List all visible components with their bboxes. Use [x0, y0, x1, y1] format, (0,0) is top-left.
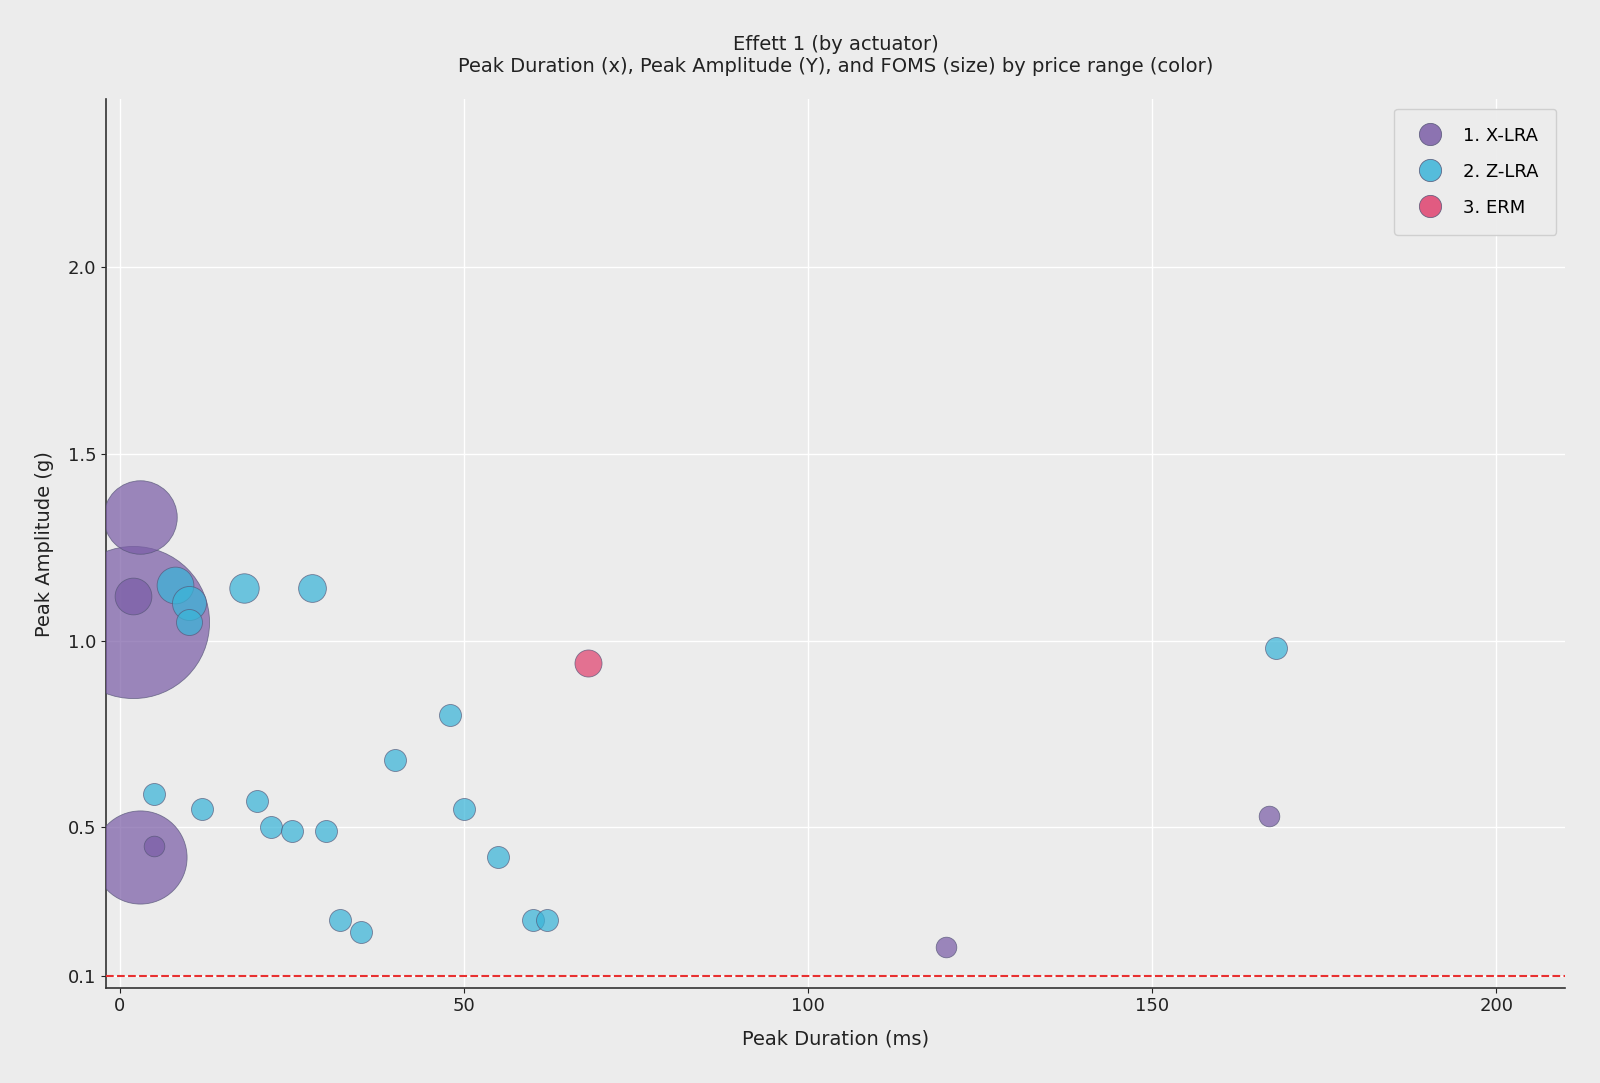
X-axis label: Peak Duration (ms): Peak Duration (ms) — [742, 1029, 930, 1048]
Point — [382, 752, 408, 769]
Point — [245, 793, 270, 810]
Point — [141, 785, 166, 803]
Point — [451, 800, 477, 818]
Point — [328, 912, 354, 929]
Point — [520, 912, 546, 929]
Title: Effett 1 (by actuator)
Peak Duration (x), Peak Amplitude (Y), and FOMS (size) by: Effett 1 (by actuator) Peak Duration (x)… — [458, 35, 1213, 76]
Point — [1264, 639, 1290, 656]
Point — [120, 587, 146, 604]
Point — [534, 912, 560, 929]
Point — [128, 509, 154, 526]
Point — [258, 819, 283, 836]
Point — [437, 706, 462, 723]
Point — [314, 822, 339, 839]
Legend: 1. X-LRA, 2. Z-LRA, 3. ERM: 1. X-LRA, 2. Z-LRA, 3. ERM — [1394, 108, 1557, 235]
Point — [141, 837, 166, 854]
Point — [299, 579, 325, 597]
Point — [176, 613, 202, 630]
Point — [278, 822, 304, 839]
Point — [1256, 807, 1282, 824]
Point — [176, 595, 202, 612]
Point — [120, 613, 146, 630]
Point — [128, 848, 154, 865]
Point — [162, 576, 187, 593]
Point — [485, 848, 510, 865]
Point — [189, 800, 214, 818]
Y-axis label: Peak Amplitude (g): Peak Amplitude (g) — [35, 451, 54, 637]
Point — [347, 923, 373, 940]
Point — [230, 579, 256, 597]
Point — [574, 654, 600, 671]
Point — [933, 938, 958, 955]
